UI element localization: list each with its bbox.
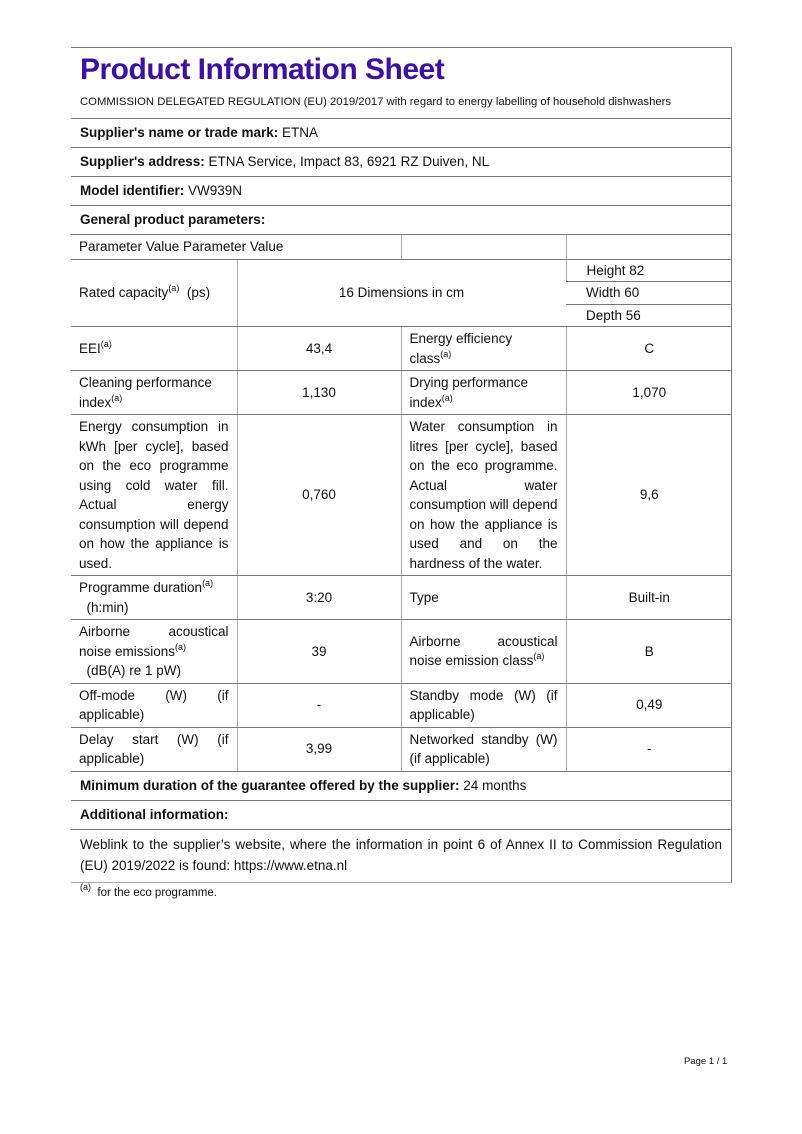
programme-duration-value: 3:20 [236, 575, 402, 620]
supplier-address: Supplier's address: ETNA Service, Impact… [71, 148, 731, 177]
type-label: Type [400, 575, 567, 620]
guarantee-duration: Minimum duration of the guarantee offere… [71, 772, 731, 801]
sheet: Product Information Sheet COMMISSION DEL… [71, 47, 733, 883]
table-row: Off-mode (W) (if applicable) - Standby m… [71, 683, 733, 728]
drying-index-label: Drying performance index(a) [400, 370, 567, 415]
additional-information-heading: Additional information: [71, 801, 731, 830]
delay-start-value: 3,99 [236, 727, 402, 772]
regulation-text: COMMISSION DELEGATED REGULATION (EU) 201… [71, 90, 731, 119]
table-row: Cleaning performance index(a) 1,130 Dryi… [71, 370, 733, 415]
eei-value: 43,4 [236, 326, 402, 371]
rated-capacity-label: Rated capacity(a) (ps) [71, 259, 237, 327]
delay-start-label: Delay start (W) (if applicable) [71, 727, 237, 772]
noise-class-label: Airborne acoustical noise emission class… [400, 619, 567, 684]
general-parameters-heading: General product parameters: [71, 206, 731, 235]
drying-index-value: 1,070 [565, 370, 733, 415]
water-consumption-label: Water consumption in litres [per cycle],… [400, 414, 567, 576]
page-number: Page 1 / 1 [684, 1056, 728, 1067]
off-mode-value: - [236, 683, 402, 728]
standby-mode-label: Standby mode (W) (if applicable) [400, 683, 567, 728]
table-row: Programme duration(a) (h:min) 3:20 Type … [71, 575, 733, 620]
networked-standby-value: - [565, 727, 733, 772]
table-row: Delay start (W) (if applicable) 3,99 Net… [71, 727, 733, 772]
table-row: Airborne acoustical noise emissions(a) (… [71, 619, 733, 684]
dimension-width: Width 60 [566, 281, 733, 305]
dimension-height: Height 82 [565, 259, 733, 282]
programme-duration-label: Programme duration(a) (h:min) [71, 575, 237, 620]
energy-class-value: C [565, 326, 733, 371]
weblink-text: Weblink to the supplier’s website, where… [71, 830, 731, 883]
type-value: Built-in [565, 575, 733, 620]
cleaning-index-value: 1,130 [236, 370, 402, 415]
noise-emissions-label: Airborne acoustical noise emissions(a) (… [71, 619, 237, 684]
footnote: (a) for the eco programme. [80, 882, 217, 900]
table-row: EEI(a) 43,4 Energy efficiency class(a) C [71, 326, 733, 371]
table-row: Energy consumption in kWh [per cycle], b… [71, 414, 733, 576]
noise-class-value: B [565, 619, 733, 684]
energy-class-label: Energy efficiency class(a) [400, 326, 567, 371]
energy-consumption-label: Energy consumption in kWh [per cycle], b… [71, 414, 237, 576]
page-title: Product Information Sheet [80, 53, 445, 86]
dimension-depth: Depth 56 [566, 304, 733, 327]
networked-standby-label: Networked standby (W) (if applicable) [400, 727, 567, 772]
standby-mode-value: 0,49 [565, 683, 733, 728]
off-mode-label: Off-mode (W) (if applicable) [71, 683, 237, 728]
energy-consumption-value: 0,760 [236, 414, 402, 576]
table-header: Parameter Value Parameter Value [71, 235, 402, 260]
cleaning-index-label: Cleaning performance index(a) [71, 370, 237, 415]
eei-label: EEI(a) [71, 326, 237, 371]
model-identifier: Model identifier: VW939N [71, 177, 731, 206]
table-row: Rated capacity(a) (ps) 16 Dimensions in … [71, 259, 733, 327]
noise-emissions-value: 39 [236, 619, 402, 684]
water-consumption-value: 9,6 [565, 414, 733, 576]
parameters-table: Parameter Value Parameter Value Rated ca… [71, 235, 733, 772]
supplier-name: Supplier's name or trade mark: ETNA [71, 119, 731, 148]
table-header-row: Parameter Value Parameter Value [71, 235, 733, 260]
rated-capacity-value: 16 Dimensions in cm [236, 259, 567, 327]
